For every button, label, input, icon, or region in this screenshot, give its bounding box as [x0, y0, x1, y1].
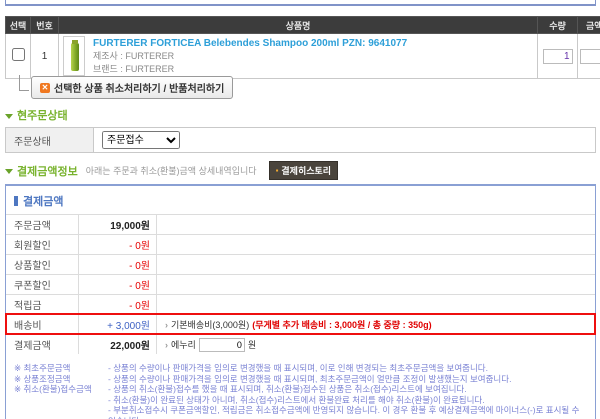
payment-amount-title: 결제금액	[23, 196, 64, 208]
enuri-input[interactable]	[198, 337, 245, 352]
row-label: 결제금액	[6, 335, 79, 354]
note-line: - 상품의 수량이나 판매가격을 임의로 변경했을 때 표시되며, 이로 인해 …	[108, 363, 488, 373]
payment-amount-box: 결제금액 주문금액 19,000원 회원할인 - 0원 상품할인 - 0원 쿠폰…	[5, 184, 596, 419]
row-value: - 0원	[79, 255, 157, 274]
payment-info-subtext: 아래는 주문과 취소(환불)금액 상세내역입니다	[85, 166, 257, 176]
payment-history-label: 결제히스토리	[281, 166, 332, 176]
cancel-return-selected-button[interactable]: ✕ 선택한 상품 취소처리하기 / 반품처리하기	[31, 76, 234, 99]
product-table-header-row: 선택 번호 상품명 수량 금액	[5, 16, 600, 34]
row-value: 19,000원	[79, 215, 157, 234]
note-term: ※ 상품조정금액	[14, 373, 71, 384]
row-label: 회원할인	[6, 235, 79, 254]
row-label: 쿠폰할인	[6, 275, 79, 294]
row-coupon-discount: 쿠폰할인 - 0원	[6, 274, 595, 294]
cancel-return-label: 선택한 상품 취소처리하기 / 반품처리하기	[54, 84, 225, 95]
row-value: - 0원	[79, 235, 157, 254]
product-thumbnail	[63, 36, 85, 76]
arrow-icon: ›	[165, 339, 168, 350]
shipping-base-desc: 기본배송비(3,000원)	[171, 320, 250, 330]
note-item: ※ 최초주문금액 - 상품의 수량이나 판매가격을 임의로 변경했을 때 표시되…	[14, 363, 587, 374]
price-input[interactable]	[580, 48, 600, 64]
order-status-title: 현주문상태	[17, 110, 68, 122]
row-order-amount: 주문금액 19,000원	[6, 214, 595, 234]
blue-bar-icon	[14, 196, 18, 206]
row-label: 주문금액	[6, 215, 79, 234]
row-shipping-fee-highlighted: 배송비 + 3,000원 › 기본배송비(3,000원) (무게별 추가 배송비…	[5, 313, 596, 335]
triangle-icon	[5, 113, 13, 119]
order-status-select[interactable]: 주문접수	[102, 131, 180, 149]
note-line: - 상품의 취소(환불)접수를 했을 때 표시되며, 취소(환불)접수된 상품은…	[108, 384, 467, 394]
row-label: 상품할인	[6, 255, 79, 274]
product-brand: 브랜드 : FURTERER	[93, 63, 175, 74]
order-status-table: 주문상태 주문접수	[5, 127, 596, 153]
shampoo-bottle-image	[71, 40, 79, 71]
row-product-discount: 상품할인 - 0원	[6, 254, 595, 274]
payment-info-section-heading: 결제금액정보 아래는 주문과 취소(환불)금액 상세내역입니다 ▪ 결제히스토리	[5, 161, 600, 180]
order-status-section-heading: 현주문상태	[5, 107, 600, 123]
order-status-label: 주문상태	[6, 128, 94, 152]
shipping-weight-desc: (무게별 추가 배송비 : 3,000원 / 총 중량 : 350g)	[252, 320, 432, 330]
header-select: 선택	[5, 16, 31, 34]
payment-notes: ※ 최초주문금액 - 상품의 수량이나 판매가격을 임의로 변경했을 때 표시되…	[6, 354, 595, 419]
arrow-icon: ›	[165, 319, 168, 330]
cancel-x-icon: ✕	[40, 82, 50, 93]
won-suffix: 원	[247, 340, 257, 350]
row-payment-total: 결제금액 22,000원 › 에누리 원	[6, 334, 595, 354]
previous-section-border	[5, 0, 596, 6]
triangle-icon	[5, 169, 13, 174]
note-term: ※ 최초주문금액	[14, 363, 71, 373]
product-maker: 제조사 : FURTERER	[93, 50, 175, 61]
note-line: - 상품의 수량이나 판매가격을 임의로 변경했을 때 표시되며, 최초주문금액…	[108, 373, 512, 384]
enuri-label: 에누리	[171, 340, 196, 350]
row-points: 적립금 - 0원	[6, 294, 595, 314]
selected-actions-row: ✕ 선택한 상품 취소처리하기 / 반품처리하기	[19, 75, 600, 99]
header-number: 번호	[30, 16, 59, 34]
header-qty: 수량	[537, 16, 578, 34]
row-value: - 0원	[79, 295, 157, 314]
note-item: ※ 상품조정금액 - 상품의 수량이나 판매가격을 임의로 변경했을 때 표시되…	[14, 374, 587, 385]
note-item: ※ 취소(환불)접수금액 - 상품의 취소(환불)접수를 했을 때 표시되며, …	[14, 384, 587, 419]
payment-info-title: 결제금액정보	[17, 165, 78, 178]
note-term: ※ 취소(환불)접수금액	[14, 384, 92, 394]
row-label: 배송비	[6, 315, 79, 334]
note-line: - 취소(환불)이 완료된 상태가 아니며, 취소(접수)리스트에서 환불완료 …	[108, 394, 485, 405]
header-product-name: 상품명	[58, 16, 538, 34]
product-name-link[interactable]: FURTERER FORTICEA Belebendes Shampoo 200…	[93, 37, 408, 49]
note-line: - 부분취소접수시 쿠폰금액할인, 적립금은 취소접수금액에 반영되지 않습니다…	[108, 405, 580, 419]
payment-amount-heading: 결제금액	[14, 193, 587, 209]
row-member-discount: 회원할인 - 0원	[6, 234, 595, 254]
product-table: 선택 번호 상품명 수량 금액 1 FURTERER FORTICEA Bele…	[5, 16, 600, 79]
row-value: - 0원	[79, 275, 157, 294]
payment-history-button[interactable]: ▪ 결제히스토리	[268, 161, 339, 180]
row-label: 적립금	[6, 295, 79, 314]
header-price: 금액	[577, 16, 600, 34]
product-row: 1 FURTERER FORTICEA Belebendes Shampoo 2…	[5, 33, 600, 79]
select-product-checkbox[interactable]	[11, 48, 25, 61]
product-number: 1	[30, 33, 59, 79]
connector-line	[19, 75, 29, 91]
history-arrow-icon: ▪	[275, 166, 279, 175]
qty-input[interactable]	[542, 48, 573, 64]
row-value: + 3,000원	[79, 315, 157, 334]
row-value: 22,000원	[79, 335, 157, 354]
